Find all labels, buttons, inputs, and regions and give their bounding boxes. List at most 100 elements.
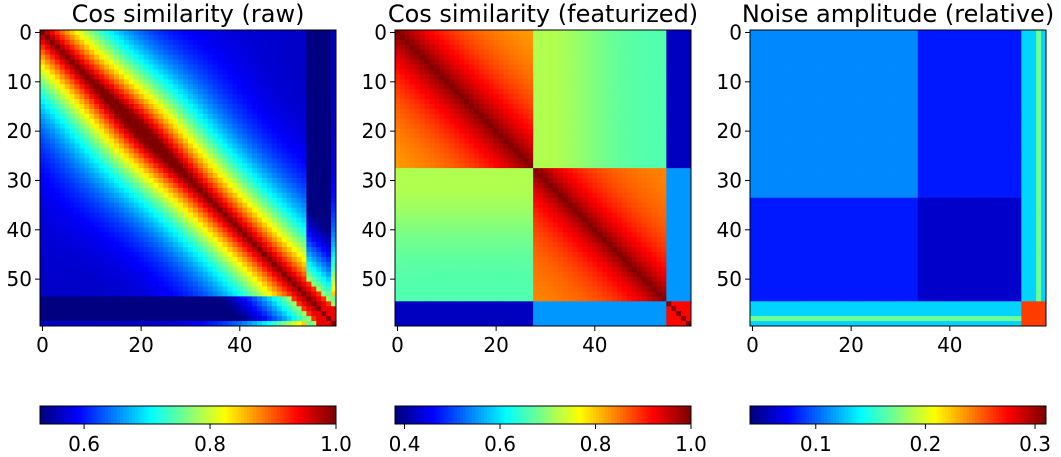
heatmap-cell — [193, 282, 198, 287]
heatmap-cell — [597, 99, 602, 104]
heatmap-cell — [237, 232, 242, 237]
heatmap-cell — [297, 124, 302, 129]
heatmap-cell — [203, 134, 208, 139]
colorbar-segment — [315, 406, 318, 424]
heatmap-cell — [50, 296, 55, 301]
heatmap-cell — [70, 198, 75, 203]
heatmap-cell — [94, 153, 99, 158]
heatmap-cell — [257, 143, 262, 148]
heatmap-cell — [464, 94, 469, 99]
heatmap-cell — [178, 178, 183, 183]
heatmap-cell — [134, 291, 139, 296]
heatmap-cell — [144, 213, 149, 218]
heatmap-cell — [178, 35, 183, 40]
heatmap-cell — [257, 247, 262, 252]
heatmap-cell — [124, 139, 129, 144]
heatmap-cell — [311, 203, 316, 208]
heatmap-cell — [153, 277, 158, 282]
heatmap-cell — [223, 267, 228, 272]
heatmap-cell — [149, 183, 154, 188]
heatmap-cell — [40, 316, 45, 321]
heatmap-cell — [45, 237, 50, 242]
heatmap-cell — [247, 262, 252, 267]
heatmap-cell — [237, 242, 242, 247]
heatmap-cell — [247, 188, 252, 193]
heatmap-cell — [533, 129, 538, 134]
heatmap-cell — [173, 311, 178, 316]
heatmap-cell — [297, 55, 302, 60]
heatmap-cell — [75, 272, 80, 277]
heatmap-cell — [454, 84, 459, 89]
heatmap-cell — [666, 94, 671, 99]
heatmap-cell — [163, 74, 168, 79]
heatmap-cell — [79, 168, 84, 173]
heatmap-cell — [173, 316, 178, 321]
heatmap-cell — [84, 267, 89, 272]
heatmap-cell — [178, 237, 183, 242]
heatmap-cell — [301, 148, 306, 153]
heatmap-cell — [153, 69, 158, 74]
heatmap-cell — [129, 311, 134, 316]
heatmap-cell — [149, 198, 154, 203]
heatmap-cell — [75, 163, 80, 168]
heatmap-cell — [523, 65, 528, 70]
heatmap-cell — [119, 84, 124, 89]
heatmap-cell — [316, 208, 321, 213]
heatmap-cell — [60, 158, 65, 163]
heatmap-cell — [543, 65, 548, 70]
heatmap-cell — [94, 94, 99, 99]
chart-title: Cos similarity (featurized) — [388, 0, 698, 28]
heatmap-cell — [173, 84, 178, 89]
heatmap-cell — [50, 306, 55, 311]
heatmap-cell — [65, 173, 70, 178]
heatmap-cell — [602, 109, 607, 114]
heatmap-cell — [681, 50, 686, 55]
heatmap-cell — [252, 84, 257, 89]
heatmap-cell — [513, 50, 518, 55]
heatmap-cell — [568, 79, 573, 84]
heatmap-cell — [242, 208, 247, 213]
heatmap-cell — [395, 89, 400, 94]
heatmap-cell — [568, 55, 573, 60]
heatmap-cell — [277, 227, 282, 232]
heatmap-cell — [79, 252, 84, 257]
heatmap-cell — [508, 69, 513, 74]
heatmap-cell — [252, 287, 257, 292]
heatmap-cell — [430, 104, 435, 109]
heatmap-cell — [459, 89, 464, 94]
heatmap-cell — [292, 134, 297, 139]
heatmap-cell — [168, 45, 173, 50]
heatmap-cell — [311, 124, 316, 129]
heatmap-cell — [499, 79, 504, 84]
heatmap-cell — [163, 124, 168, 129]
heatmap-cell — [272, 183, 277, 188]
heatmap-cell — [114, 40, 119, 45]
heatmap-cell — [622, 55, 627, 60]
heatmap-cell — [292, 69, 297, 74]
heatmap-cell — [173, 74, 178, 79]
heatmap-cell — [198, 99, 203, 104]
heatmap-cell — [425, 30, 430, 35]
heatmap-cell — [262, 232, 267, 237]
heatmap-cell — [134, 79, 139, 84]
heatmap-cell — [213, 168, 218, 173]
heatmap-cell — [55, 311, 60, 316]
heatmap-cell — [129, 99, 134, 104]
heatmap-cell — [242, 143, 247, 148]
heatmap-cell — [84, 50, 89, 55]
heatmap-cell — [247, 193, 252, 198]
heatmap-cell — [188, 217, 193, 222]
heatmap-cell — [277, 242, 282, 247]
heatmap-cell — [198, 114, 203, 119]
heatmap-cell — [297, 109, 302, 114]
heatmap-cell — [208, 109, 213, 114]
heatmap-cell — [568, 69, 573, 74]
heatmap-cell — [65, 237, 70, 242]
heatmap-cell — [227, 89, 232, 94]
heatmap-cell — [183, 227, 188, 232]
heatmap-cell — [65, 296, 70, 301]
heatmap-cell — [282, 306, 287, 311]
heatmap-cell — [163, 257, 168, 262]
heatmap-cell — [499, 124, 504, 129]
heatmap-cell — [592, 94, 597, 99]
